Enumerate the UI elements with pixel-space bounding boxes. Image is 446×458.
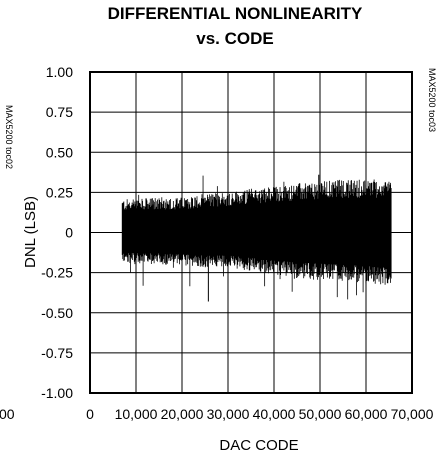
data-layer xyxy=(121,174,392,302)
y-tick-label: -0.25 xyxy=(41,265,73,281)
chart-title-line-1: DIFFERENTIAL NONLINEARITY xyxy=(108,4,363,23)
y-tick-labels: 1.00 0.75 0.50 0.25 0 -0.25 -0.50 -0.75 -1.00 xyxy=(41,64,73,401)
x-tick-label: 50,000 xyxy=(299,406,342,422)
y-tick-label: 0.50 xyxy=(46,144,73,160)
right-side-note: MAX5200 toc03 xyxy=(427,68,437,132)
y-axis-label: DNL (LSB) xyxy=(22,196,39,268)
y-tick-label: 0.75 xyxy=(46,104,73,120)
x-tick-label: 60,000 xyxy=(345,406,388,422)
x-tick-label: 70,000 xyxy=(391,406,434,422)
x-tick-label: 10,000 xyxy=(115,406,158,422)
x-tick-label: 30,000 xyxy=(207,406,250,422)
y-tick-label: 0.25 xyxy=(46,184,73,200)
left-cut-label: 00 xyxy=(0,406,15,422)
y-tick-label: 1.00 xyxy=(46,64,73,80)
series-noise xyxy=(121,175,392,300)
y-tick-label: 0 xyxy=(65,225,73,241)
y-tick-label: -0.75 xyxy=(41,345,73,361)
chart-title-line-2: vs. CODE xyxy=(196,29,273,48)
x-tick-label: 20,000 xyxy=(161,406,204,422)
x-tick-labels: 0 10,000 20,000 30,000 40,000 50,000 60,000 70,… xyxy=(86,406,434,422)
x-tick-label: 0 xyxy=(86,406,94,422)
x-tick-label: 40,000 xyxy=(253,406,296,422)
y-tick-label: -1.00 xyxy=(41,385,73,401)
y-tick-label: -0.50 xyxy=(41,305,73,321)
x-axis-label: DAC CODE xyxy=(219,437,298,454)
left-side-note: MAX5200 toc02 xyxy=(4,105,14,169)
plot-frame xyxy=(89,71,413,394)
